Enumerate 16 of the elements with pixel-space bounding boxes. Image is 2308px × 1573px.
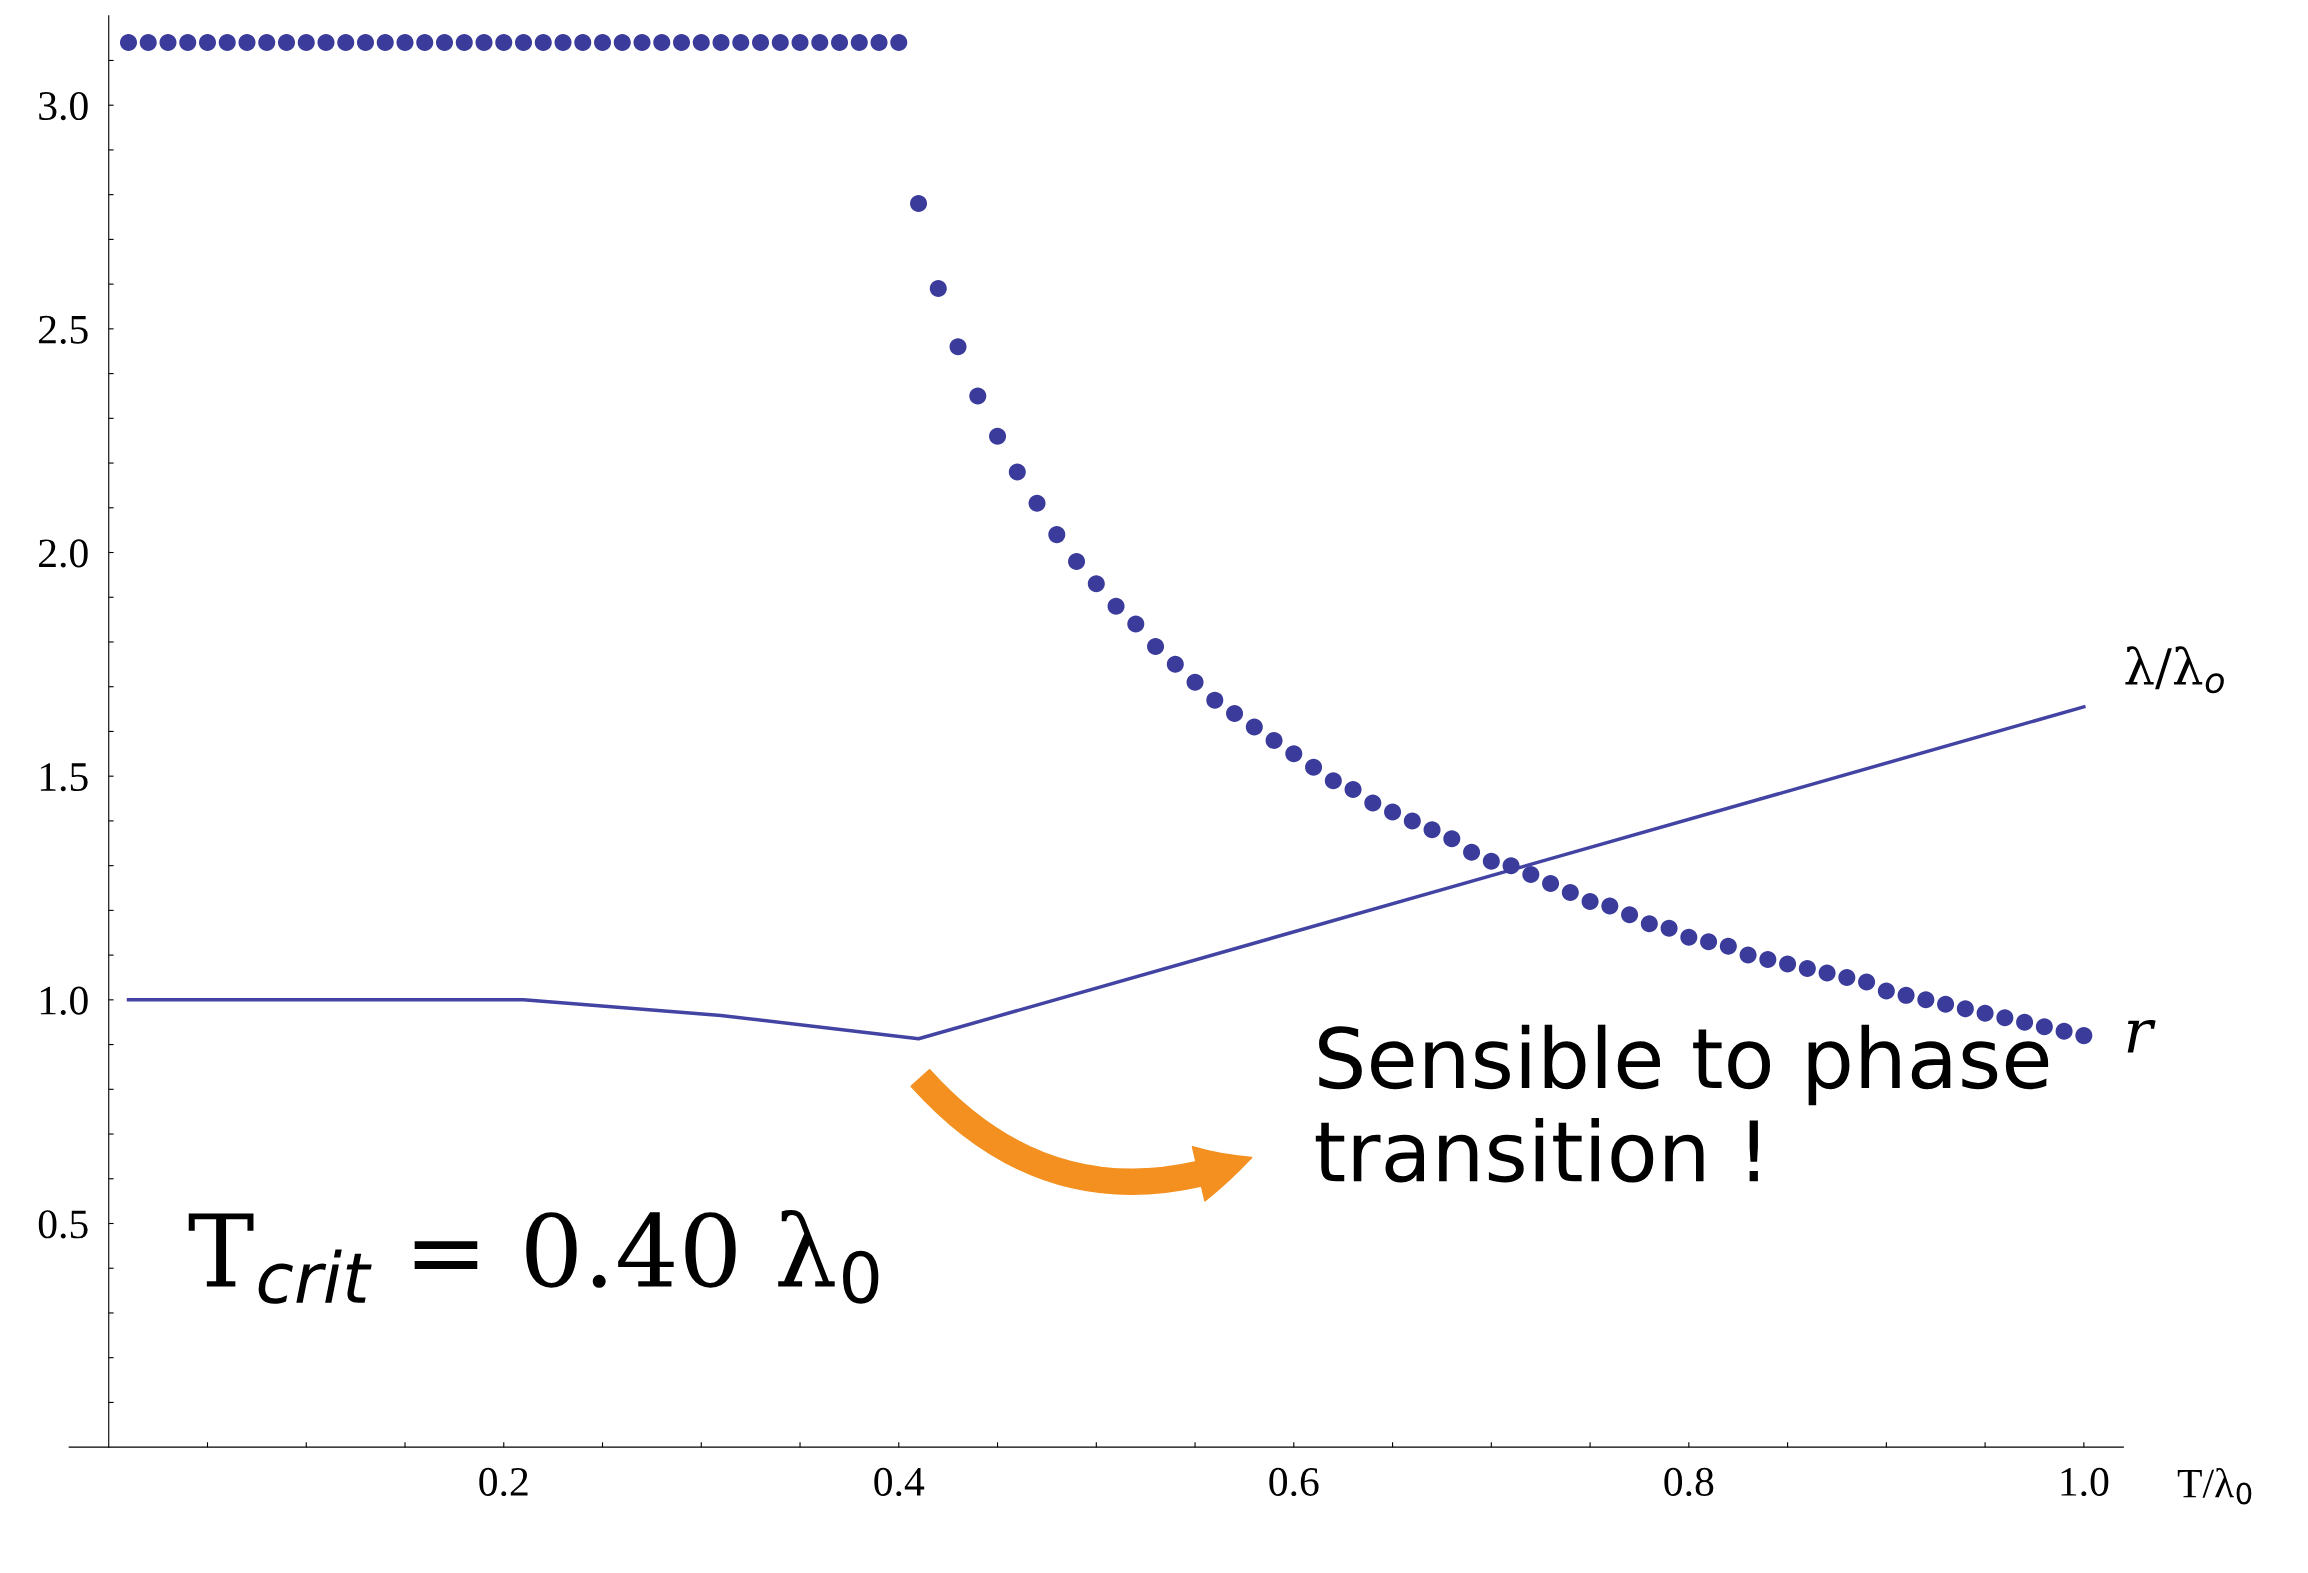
y-tick-label: 3.0 [39, 91, 88, 121]
y-tick-label: 0.5 [38, 1210, 88, 1239]
x-tick-label: 0.4 [874, 1467, 925, 1497]
x-tick-label: 0.8 [1664, 1467, 1714, 1497]
series-label: λ/λ$_{o}$ [2125, 646, 2224, 694]
y-tick-label: 1.5 [40, 763, 88, 792]
y-tick-label: 2.5 [39, 315, 88, 344]
x-tick-label: 0.2 [479, 1467, 528, 1497]
y-tick-label: 2.0 [39, 539, 88, 568]
series-label: r [2127, 1019, 2156, 1053]
x-axis-title: T/λ$_{0}$ [2177, 1467, 2252, 1505]
annotation: T$_{crit}$ = 0.40 λ$_{0}$ [188, 1209, 879, 1304]
y-tick-label: 1.0 [40, 986, 88, 1015]
x-tick-label: 0.6 [1269, 1467, 1319, 1497]
x-tick-label: 1.0 [2061, 1467, 2109, 1497]
annotation: Sensible to phase transition ! [1315, 1024, 2049, 1183]
